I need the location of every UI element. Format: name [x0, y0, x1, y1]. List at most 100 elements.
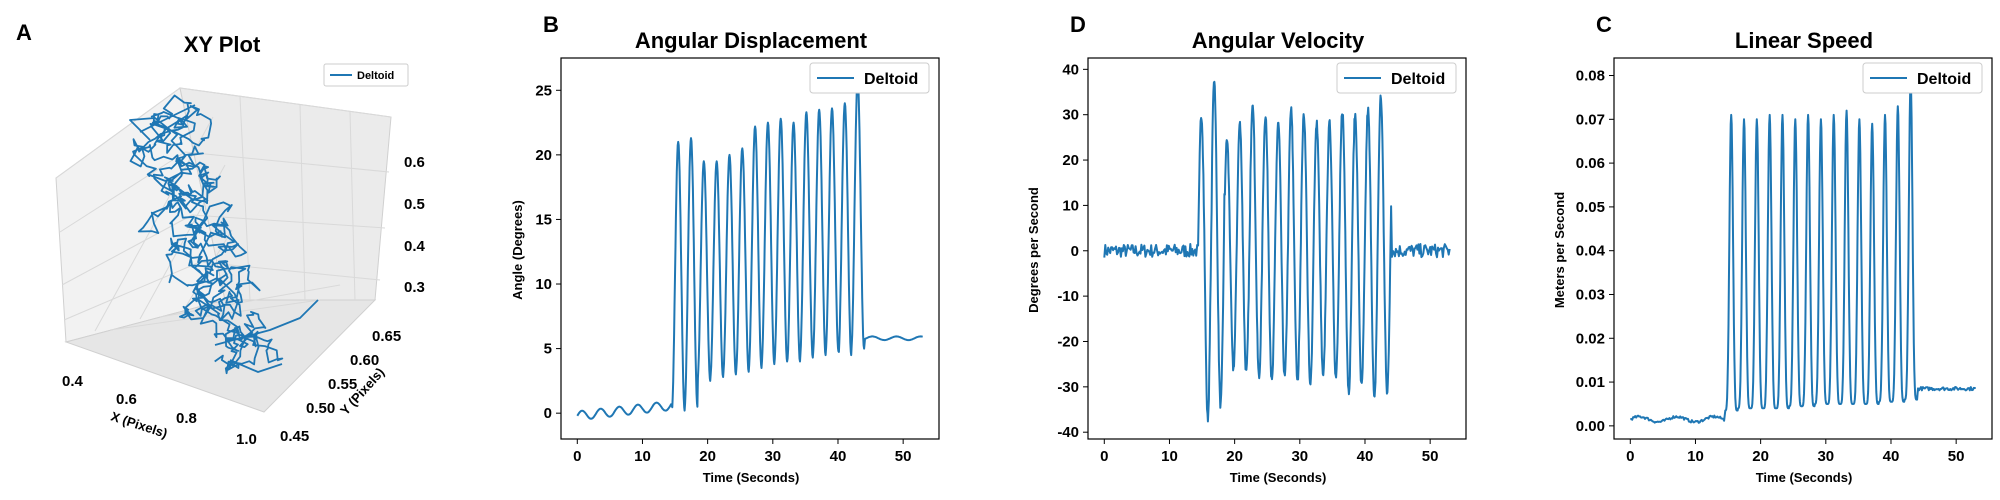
y-tick-label: 0.08	[1576, 68, 1605, 85]
y-tick-label: 5	[544, 341, 552, 358]
chart-title-b: Angular Displacement	[635, 28, 868, 53]
y-tick-label: -40	[1057, 424, 1079, 441]
legend-d: Deltoid	[1336, 62, 1457, 94]
legend-box-d	[1336, 62, 1457, 94]
x-tick-label: 30	[1291, 448, 1308, 465]
x-tick-label: 0.6	[116, 391, 137, 408]
chart-title-c: Linear Speed	[1735, 28, 1873, 53]
x-tick-label: 10	[634, 448, 651, 465]
x-tick-label: 50	[1422, 448, 1439, 465]
panel-letter-a: A	[16, 20, 32, 45]
chart-title-d: Angular Velocity	[1192, 28, 1365, 53]
x-tick-label: 10	[1161, 448, 1178, 465]
panel-c: C Linear Speed 0 10 20 30 40 50 0.00 0.01 0.02 0.…	[1552, 12, 1993, 485]
x-tick-label: 10	[1687, 448, 1704, 465]
grid-line	[349, 111, 356, 301]
series-deltoid-3d	[129, 94, 319, 375]
plot-area-b: 0 10 20 30 40 50 0 5 10 15 20 25	[535, 57, 940, 465]
x-tick-label: 0.8	[176, 410, 197, 427]
grid-line	[159, 284, 341, 318]
legend-box-b	[809, 62, 930, 94]
y-tick-label: 0.02	[1576, 330, 1605, 347]
x-tick-label: 0	[573, 448, 581, 465]
panel-d: D Angular Velocity 0 10 20 30 40 50 -40 -30 -20 -…	[1026, 12, 1467, 485]
z-tick-label: 0.5	[404, 196, 425, 213]
x-tick-label: 1.0	[236, 431, 257, 448]
x-tick-label: 30	[1817, 448, 1834, 465]
y-tick-label: 0.03	[1576, 286, 1605, 303]
grid-line	[61, 214, 193, 286]
panel-letter-c: C	[1596, 12, 1612, 37]
y-tick-label: 10	[535, 276, 552, 293]
legend-c: Deltoid	[1862, 62, 1983, 94]
y-tick-label: 0.50	[306, 400, 335, 417]
x-ticks-a: 0.4 0.6 0.8 1.0	[62, 373, 257, 448]
legend-label-d: Deltoid	[1391, 71, 1445, 88]
legend-label-c: Deltoid	[1917, 71, 1971, 88]
x-axis-label-d: Time (Seconds)	[1230, 470, 1327, 485]
grid-line	[59, 151, 186, 233]
z-tick-label: 0.4	[404, 238, 426, 255]
x-tick-label: 40	[1357, 448, 1374, 465]
legend-label-a: Deltoid	[357, 70, 394, 82]
legend-box-a	[323, 63, 409, 87]
y-tick-label: 0.00	[1576, 418, 1605, 435]
x-tick-label: 20	[699, 448, 716, 465]
y-tick-label: -30	[1057, 379, 1079, 396]
y-tick-label: 0.07	[1576, 111, 1605, 128]
panel-letter-d: D	[1070, 12, 1086, 37]
y-axis-label-c: Meters per Second	[1552, 192, 1567, 308]
series-line-deltoid-3d	[129, 94, 319, 375]
legend-a: Deltoid	[323, 63, 409, 87]
legend-label-b: Deltoid	[864, 71, 918, 88]
y-tick-label: 0.55	[328, 376, 357, 393]
axes-frame	[1613, 57, 1993, 440]
series-line-deltoid	[1103, 80, 1451, 423]
grid-line	[184, 151, 390, 173]
legend-box-c	[1862, 62, 1983, 94]
y-tick-label: -10	[1057, 288, 1079, 305]
y-axis-label-d: Degrees per Second	[1026, 187, 1041, 313]
y-tick-label: 0.60	[350, 352, 379, 369]
y-tick-label: 0	[1071, 243, 1079, 260]
x-tick-label: 50	[1948, 448, 1965, 465]
legend-b: Deltoid	[809, 62, 930, 94]
y-tick-label: 0	[544, 405, 552, 422]
z-ticks-a: 0.6 0.5 0.4 0.3	[404, 154, 426, 296]
x-tick-label: 40	[1883, 448, 1900, 465]
y-tick-label: 30	[1062, 107, 1079, 124]
x-tick-label: 0	[1100, 448, 1108, 465]
panel-a: A XY Plot 0.6 0.5 0.4 0.3 0.4 0.6 0.8 1.…	[16, 20, 426, 448]
y-tick-label: 0.05	[1576, 199, 1605, 216]
x-axis-label-b: Time (Seconds)	[703, 470, 800, 485]
y-tick-label: 25	[535, 82, 552, 99]
series-line-deltoid	[576, 79, 923, 420]
x-tick-label: 40	[830, 448, 847, 465]
chart-title-a: XY Plot	[184, 32, 261, 57]
x-axis-label-a: X (Pixels)	[109, 409, 169, 441]
x-axis-label-c: Time (Seconds)	[1756, 470, 1853, 485]
y-tick-label: 20	[535, 147, 552, 164]
axes-frame	[560, 57, 940, 440]
y-tick-label: -20	[1057, 333, 1079, 350]
pane-floor-a	[64, 299, 377, 413]
x-tick-label: 20	[1752, 448, 1769, 465]
grid-line	[299, 104, 306, 301]
y-tick-label: 0.04	[1576, 243, 1606, 260]
y-tick-label: 20	[1062, 152, 1079, 169]
panel-b: B Angular Displacement 0 10 20 30 40 50 0 5 10 15…	[510, 12, 940, 485]
plot-area-c: 0 10 20 30 40 50 0.00 0.01 0.02 0.03 0.04 0.05 0.06 0…	[1576, 57, 1993, 465]
grid-line	[55, 87, 181, 179]
grid-line	[199, 261, 381, 281]
y-tick-label: 0.65	[372, 328, 401, 345]
series-line-deltoid	[1630, 78, 1976, 424]
y-tick-label: 10	[1062, 197, 1079, 214]
plot-area-d: 0 10 20 30 40 50 -40 -30 -20 -10 0 10 20 30 40	[1057, 57, 1467, 465]
x-tick-label: 0	[1626, 448, 1634, 465]
z-tick-label: 0.6	[404, 154, 425, 171]
z-tick-label: 0.3	[404, 279, 425, 296]
x-tick-label: 30	[764, 448, 781, 465]
y-tick-label: 40	[1062, 61, 1079, 78]
